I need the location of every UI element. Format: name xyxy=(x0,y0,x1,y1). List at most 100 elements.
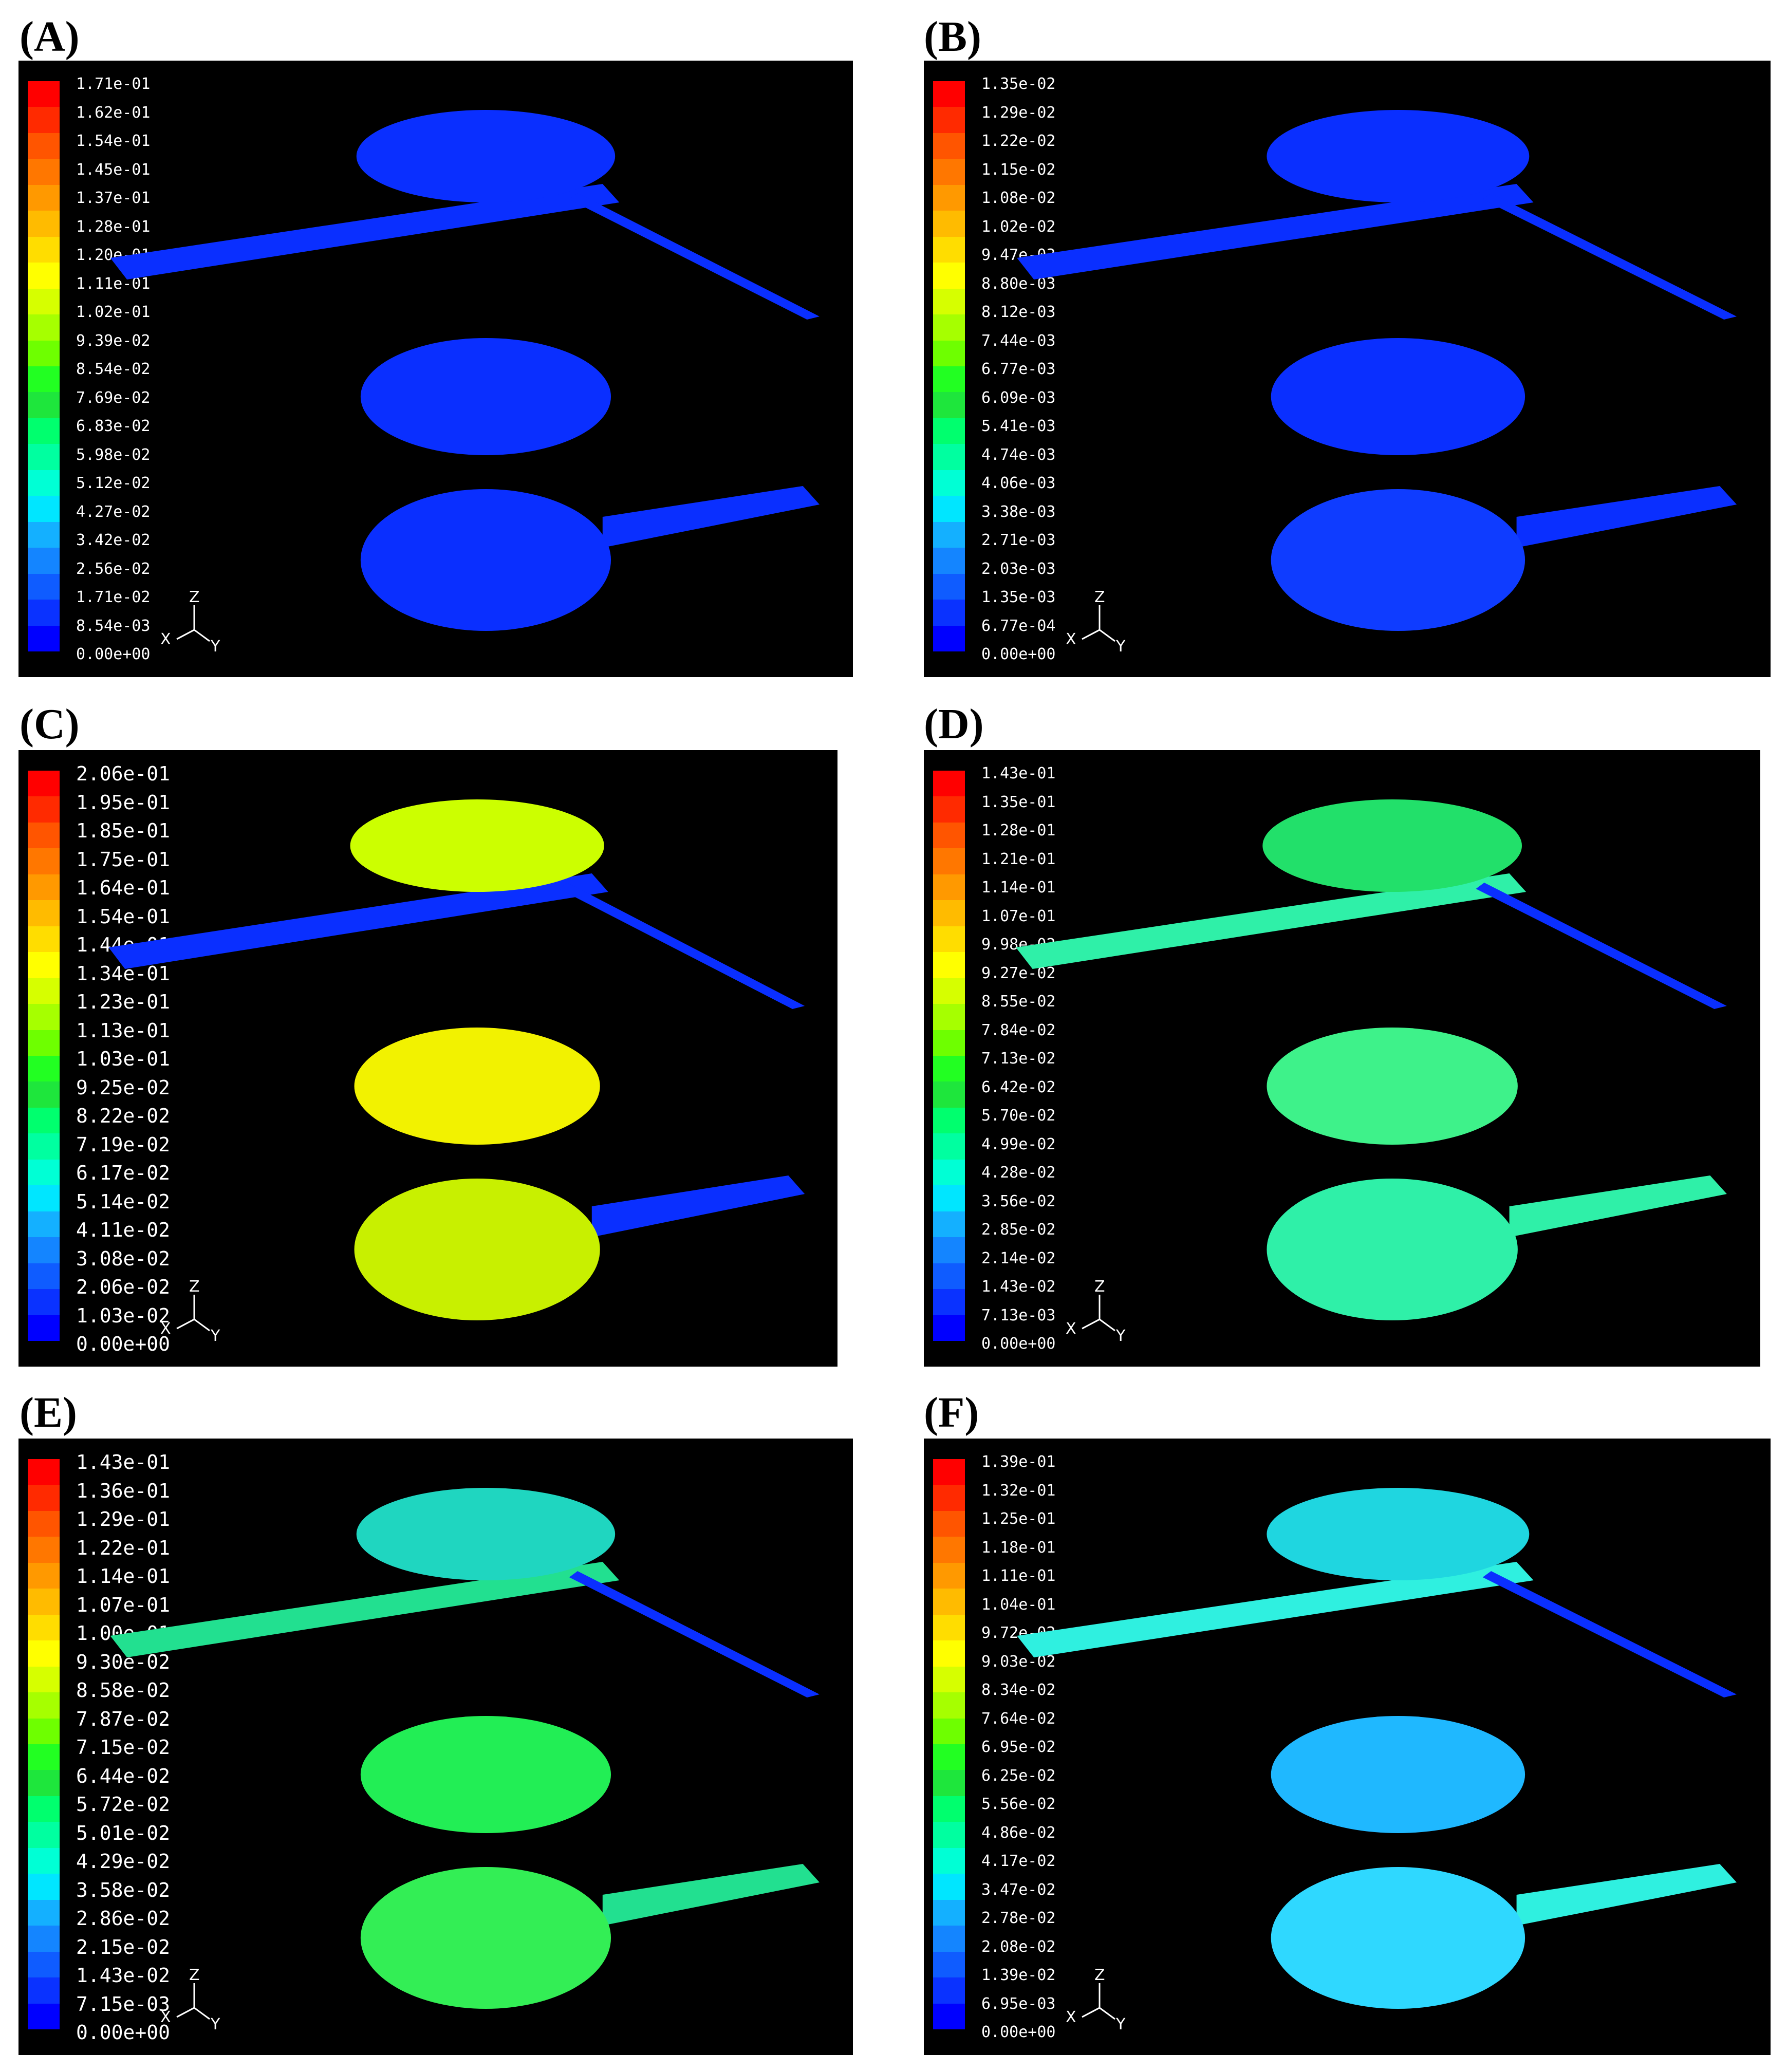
color-scale-segment xyxy=(28,1951,60,1978)
geometry-view xyxy=(110,1488,820,2009)
color-scale-segment xyxy=(933,444,965,470)
contour-plot: 1.43e-01 1.35e-01 1.28e-01 1.21e-01 1.14e-01… xyxy=(924,750,1760,1367)
top-disc xyxy=(356,110,616,202)
color-scale-segment xyxy=(28,1926,60,1952)
color-scale-segment xyxy=(933,573,965,600)
bottom-side-channel xyxy=(1516,486,1737,548)
color-scale-tick-label: 1.62e-01 xyxy=(76,103,151,122)
color-scale-segment xyxy=(933,1796,965,1822)
color-scale-tick-label: 3.47e-02 xyxy=(981,1880,1056,1899)
color-scale-tick-label: 1.02e-02 xyxy=(981,217,1056,236)
color-scale-segment xyxy=(28,1315,60,1341)
color-scale-segment xyxy=(933,848,965,874)
color-scale-segment xyxy=(28,1562,60,1589)
color-scale-segment xyxy=(933,366,965,393)
color-scale-segment xyxy=(28,1796,60,1822)
color-scale-tick-label: 4.74e-03 xyxy=(981,445,1056,464)
bottom-disc xyxy=(360,489,611,631)
color-scale-segment xyxy=(933,1133,965,1160)
panel-label: (C) xyxy=(20,700,80,748)
color-scale-tick-label: 1.37e-01 xyxy=(76,189,151,207)
color-scale-segment xyxy=(933,418,965,444)
color-scale-tick-label: 9.25e-02 xyxy=(76,1076,171,1099)
color-scale-tick-label: 9.30e-02 xyxy=(76,1650,171,1673)
color-scale-tick-label: 6.42e-02 xyxy=(981,1078,1056,1096)
axis-triad: Z X Y xyxy=(157,590,239,657)
color-scale-tick-label: 1.45e-01 xyxy=(76,160,151,179)
color-scale-tick-label: 0.00e+00 xyxy=(981,2023,1056,2041)
color-scale-tick-label: 1.22e-02 xyxy=(981,132,1056,150)
color-scale-segment xyxy=(28,573,60,600)
top-disc xyxy=(1262,799,1522,892)
color-scale-tick-label: 1.29e-01 xyxy=(76,1508,171,1530)
color-scale-segment xyxy=(933,236,965,263)
outlet-channel xyxy=(1482,1571,1737,1697)
color-scale-tick-label: 1.07e-01 xyxy=(981,907,1056,925)
color-scale-tick-label: 2.06e-02 xyxy=(76,1276,171,1298)
contour-plot: 1.43e-01 1.36e-01 1.29e-01 1.22e-01 1.14e-01… xyxy=(18,1439,853,2055)
color-scale-tick-label: 1.28e-01 xyxy=(76,217,151,236)
inlet-channel xyxy=(108,873,608,969)
color-scale-bar xyxy=(28,771,60,1341)
color-scale-tick-label: 6.83e-02 xyxy=(76,417,151,435)
color-scale-tick-label: 4.86e-02 xyxy=(981,1823,1056,1842)
color-scale-segment xyxy=(28,848,60,874)
color-scale-segment xyxy=(933,1485,965,1511)
color-scale-tick-label: 5.98e-02 xyxy=(76,445,151,464)
color-scale-tick-label: 8.58e-02 xyxy=(76,1679,171,1702)
color-scale-segment xyxy=(28,1211,60,1238)
color-scale-tick-label: 1.43e-01 xyxy=(981,764,1056,782)
color-scale-segment xyxy=(933,314,965,341)
color-scale-tick-label: 9.03e-02 xyxy=(981,1652,1056,1671)
color-scale-segment xyxy=(933,263,965,289)
outlet-channel xyxy=(569,1571,820,1697)
color-scale-tick-label: 2.71e-03 xyxy=(981,531,1056,549)
x-axis-label: X xyxy=(160,630,171,648)
bottom-disc xyxy=(1271,489,1525,631)
color-scale-segment xyxy=(933,521,965,548)
color-scale-segment xyxy=(933,1004,965,1030)
color-scale-bar xyxy=(28,1459,60,2029)
color-scale-tick-label: 2.85e-02 xyxy=(981,1221,1056,1239)
color-scale-tick-label: 6.44e-02 xyxy=(76,1764,171,1787)
color-scale-tick-label: 2.08e-02 xyxy=(981,1937,1056,1956)
geometry-view xyxy=(1016,799,1727,1320)
color-scale-tick-label: 7.64e-02 xyxy=(981,1709,1056,1728)
color-scale-tick-label: 1.08e-02 xyxy=(981,189,1056,207)
color-scale-tick-label: 2.06e-01 xyxy=(76,762,171,785)
x-axis-line xyxy=(176,1318,195,1330)
color-scale-tick-label: 8.34e-02 xyxy=(981,1681,1056,1699)
color-scale-tick-label: 1.14e-01 xyxy=(981,879,1056,897)
color-scale-segment xyxy=(933,1510,965,1537)
color-scale-bar xyxy=(28,81,60,651)
color-scale-tick-label: 7.44e-03 xyxy=(981,331,1056,350)
inlet-channel xyxy=(1017,184,1534,279)
color-scale-segment xyxy=(28,1770,60,1796)
color-scale-segment xyxy=(28,822,60,849)
z-axis-label: Z xyxy=(1094,1966,1105,1984)
color-scale-tick-label: 7.13e-02 xyxy=(981,1050,1056,1068)
bottom-side-channel xyxy=(591,1175,805,1237)
color-scale-segment xyxy=(28,1977,60,2004)
color-scale-tick-label: 1.43e-02 xyxy=(981,1278,1056,1296)
inlet-channel xyxy=(1016,873,1527,969)
color-scale-tick-label: 1.43e-01 xyxy=(76,1451,171,1473)
color-scale-segment xyxy=(933,952,965,978)
axis-triad: Z X Y xyxy=(1063,590,1145,657)
color-scale-bar xyxy=(933,771,965,1341)
x-axis-line xyxy=(1082,629,1100,640)
color-scale-tick-label: 4.99e-02 xyxy=(981,1135,1056,1153)
color-scale-segment xyxy=(28,1874,60,1900)
y-axis-line xyxy=(194,629,210,642)
color-scale-tick-label: 8.80e-03 xyxy=(981,274,1056,293)
color-scale-segment xyxy=(933,1847,965,1874)
color-scale-segment xyxy=(28,926,60,953)
color-scale-tick-label: 1.71e-01 xyxy=(76,75,151,93)
color-scale-segment xyxy=(933,1926,965,1952)
color-scale-tick-label: 5.14e-02 xyxy=(76,1190,171,1213)
contour-plot: 1.35e-02 1.29e-02 1.22e-02 1.15e-02 1.08e-02… xyxy=(924,61,1771,677)
color-scale-tick-label: 4.27e-02 xyxy=(76,502,151,521)
color-scale-tick-label: 7.19e-02 xyxy=(76,1133,171,1156)
color-scale-tick-label: 1.39e-02 xyxy=(981,1966,1056,1984)
color-scale-tick-label: 1.21e-01 xyxy=(981,850,1056,868)
